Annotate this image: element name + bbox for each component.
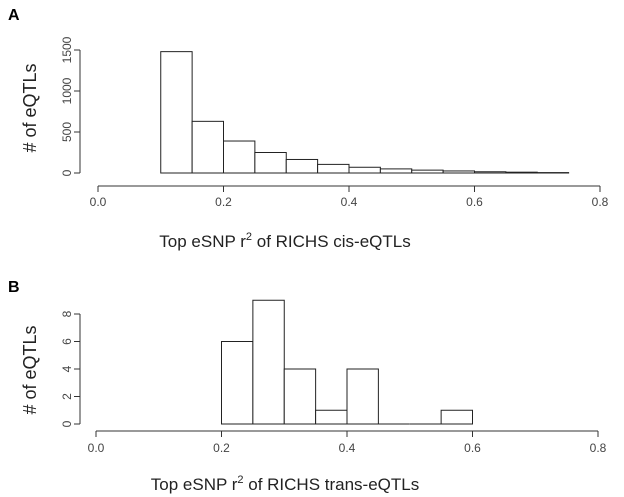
panel-a-bar bbox=[379, 168, 413, 174]
panel-b-x-tick-label: 0.4 bbox=[339, 441, 356, 455]
panel-b-y-tick-label: 2 bbox=[60, 393, 74, 400]
panel-b-x-tick-label: 0.8 bbox=[590, 441, 607, 455]
panel-a-bars bbox=[160, 51, 570, 174]
panel-b-label: B bbox=[8, 279, 20, 296]
panel-a-bar bbox=[411, 169, 444, 174]
panel-b-x-tick-label: 0.2 bbox=[213, 441, 230, 455]
panel-a-y-tick-label: 500 bbox=[60, 122, 74, 142]
panel-a-bar bbox=[348, 166, 381, 174]
panel-a-bar bbox=[285, 158, 319, 174]
panel-a: A # of eQTLs Top eSNP r2 of RICHS cis-eQ… bbox=[8, 7, 609, 251]
panel-b-bar bbox=[315, 409, 348, 425]
panel-b-x-tick-label: 0.0 bbox=[88, 441, 105, 455]
panel-b-axes: 0.0 0.2 0.4 0.6 0.8 0 2 4 6 8 bbox=[60, 310, 606, 455]
panel-a-x-tick-label: 0.6 bbox=[466, 195, 483, 209]
panel-a-bar bbox=[474, 171, 507, 174]
panel-a-y-tick-label: 0 bbox=[60, 169, 74, 176]
panel-b-y-tick-label: 6 bbox=[60, 338, 74, 345]
panel-a-bar bbox=[505, 171, 538, 174]
panel-a-label: A bbox=[8, 7, 20, 24]
panel-b-y-tick-label: 0 bbox=[60, 420, 74, 427]
panel-a-y-tick-label: 1500 bbox=[60, 36, 74, 63]
panel-b-bar bbox=[283, 368, 317, 425]
panel-a-bar bbox=[223, 140, 256, 174]
panel-b-x-axis-label: Top eSNP r2 of RICHS trans-eQTLs bbox=[151, 474, 419, 494]
panel-b-bar bbox=[221, 341, 254, 425]
panel-b-x-tick-label: 0.6 bbox=[464, 441, 481, 455]
panel-b-bar bbox=[440, 409, 473, 425]
panel-b-y-axis-label: # of eQTLs bbox=[20, 325, 40, 414]
panel-a-x-axis-label: Top eSNP r2 of RICHS cis-eQTLs bbox=[159, 231, 410, 251]
panel-b-y-tick-label: 8 bbox=[60, 310, 74, 317]
panel-a-x-tick-label: 0.0 bbox=[90, 195, 107, 209]
panel-a-bar bbox=[191, 120, 224, 174]
panel-a-bar bbox=[254, 152, 287, 174]
panel-a-bar bbox=[317, 163, 350, 174]
panel-a-x-tick-label: 0.4 bbox=[341, 195, 358, 209]
panel-a-y-tick-label: 1000 bbox=[60, 77, 74, 104]
panel-a-bar bbox=[442, 170, 475, 174]
panel-b-bars bbox=[221, 299, 473, 425]
panel-a-bar bbox=[160, 51, 193, 174]
panel-b: B # of eQTLs Top eSNP r2 of RICHS trans-… bbox=[8, 279, 607, 494]
panel-b-bar bbox=[252, 299, 285, 425]
panel-a-axes: 0.0 0.2 0.4 0.6 0.8 0 500 1000 1500 bbox=[60, 36, 608, 209]
panel-b-bar bbox=[346, 368, 379, 425]
panel-a-y-axis-label: # of eQTLs bbox=[20, 63, 40, 152]
panel-a-x-tick-label: 0.2 bbox=[215, 195, 232, 209]
panel-a-x-tick-label: 0.8 bbox=[592, 195, 609, 209]
panel-b-y-tick-label: 4 bbox=[60, 365, 74, 372]
